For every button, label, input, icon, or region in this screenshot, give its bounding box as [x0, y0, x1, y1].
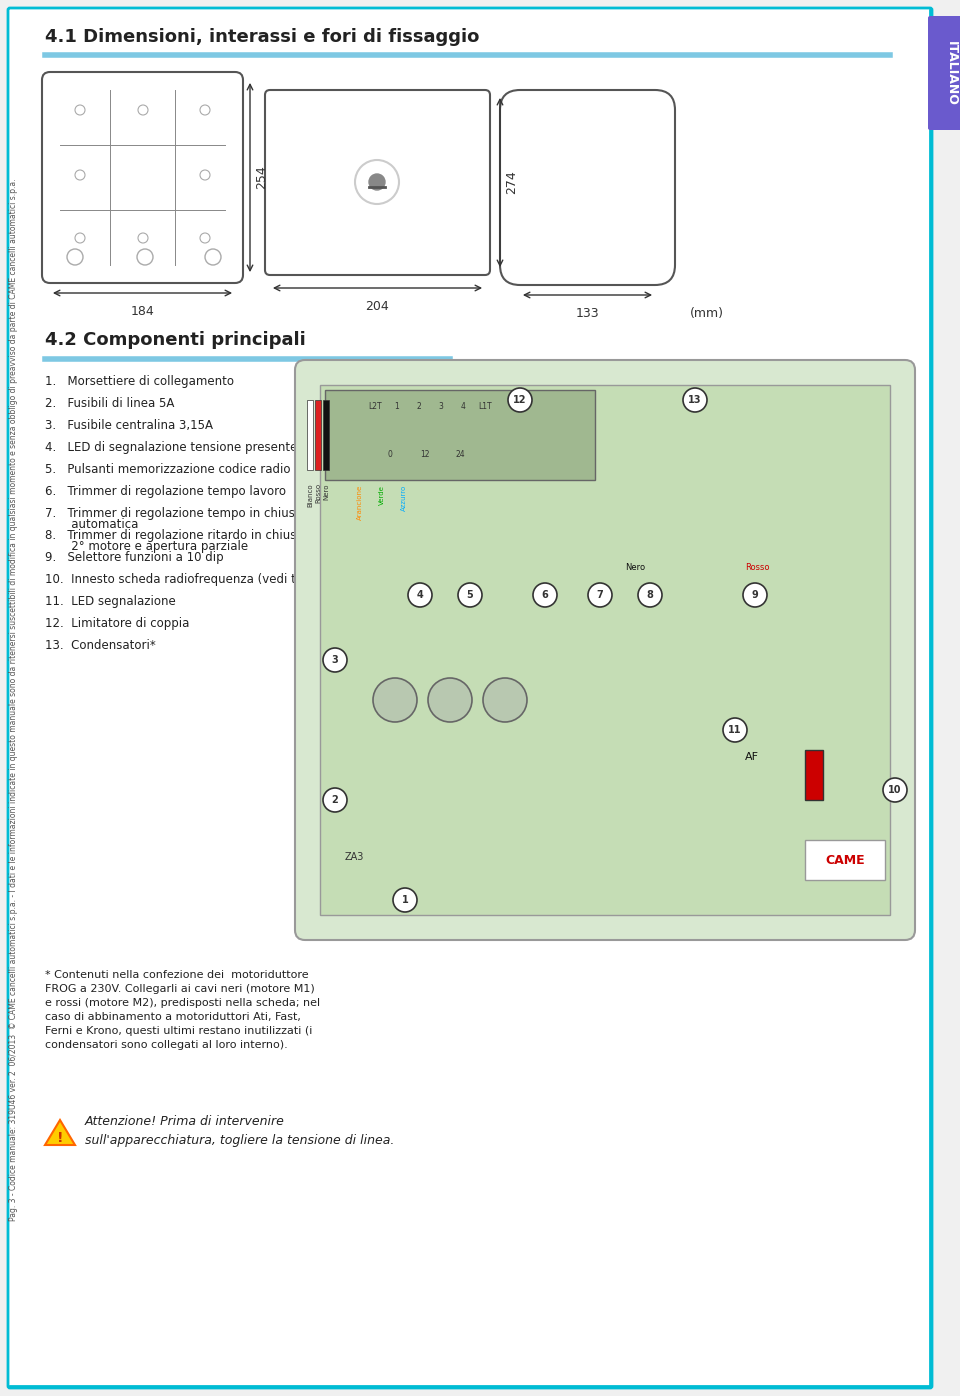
- Text: 1.   Morsettiere di collegamento: 1. Morsettiere di collegamento: [45, 376, 234, 388]
- Text: Pag. 3 - Codice manuale: 319U46 ver. 2  06/2013  © CAME cancelli automatici s.p.: Pag. 3 - Codice manuale: 319U46 ver. 2 0…: [10, 179, 18, 1222]
- Text: 6.   Trimmer di regolazione tempo lavoro: 6. Trimmer di regolazione tempo lavoro: [45, 484, 286, 498]
- Circle shape: [533, 584, 557, 607]
- Circle shape: [408, 584, 432, 607]
- Text: Attenzione! Prima di intervenire
sull'apparecchiatura, togliere la tensione di l: Attenzione! Prima di intervenire sull'ap…: [85, 1115, 395, 1148]
- Circle shape: [323, 648, 347, 671]
- Circle shape: [743, 584, 767, 607]
- Bar: [323, 401, 329, 470]
- Text: 10.  Innesto scheda radiofrequenza (vedi tabella): 10. Innesto scheda radiofrequenza (vedi …: [45, 572, 337, 586]
- Text: 3: 3: [439, 402, 444, 410]
- Text: Rosso: Rosso: [745, 563, 770, 572]
- Text: 8.   Trimmer di regolazione ritardo in chiusura: 8. Trimmer di regolazione ritardo in chi…: [45, 529, 316, 542]
- Text: 11.  LED segnalazione: 11. LED segnalazione: [45, 595, 176, 609]
- Text: Rosso: Rosso: [315, 483, 321, 503]
- Text: 4.1 Dimensioni, interassi e fori di fissaggio: 4.1 Dimensioni, interassi e fori di fiss…: [45, 28, 479, 46]
- Circle shape: [393, 888, 417, 912]
- Bar: [307, 401, 313, 470]
- Text: (mm): (mm): [690, 307, 724, 320]
- Bar: [805, 840, 885, 879]
- Text: Nero: Nero: [625, 563, 645, 572]
- Text: 1: 1: [395, 402, 399, 410]
- Text: * Contenuti nella confezione dei  motoriduttore
FROG a 230V. Collegarli ai cavi : * Contenuti nella confezione dei motorid…: [45, 970, 320, 1050]
- Text: 12.  Limitatore di coppia: 12. Limitatore di coppia: [45, 617, 189, 630]
- Text: 12: 12: [420, 450, 430, 459]
- Text: 254: 254: [255, 166, 268, 190]
- Bar: [320, 385, 890, 914]
- Text: AF: AF: [745, 752, 759, 762]
- Text: L2T: L2T: [369, 402, 382, 410]
- Circle shape: [723, 718, 747, 743]
- Text: 6: 6: [541, 591, 548, 600]
- Text: L1T: L1T: [478, 402, 492, 410]
- Text: 9.   Selettore funzioni a 10 dip: 9. Selettore funzioni a 10 dip: [45, 551, 224, 564]
- Bar: [315, 401, 321, 470]
- Text: 7: 7: [596, 591, 604, 600]
- Text: Arancione: Arancione: [357, 484, 363, 521]
- Text: 2: 2: [417, 402, 421, 410]
- Text: 4.   LED di segnalazione tensione presente 24V: 4. LED di segnalazione tensione presente…: [45, 441, 324, 454]
- Circle shape: [638, 584, 662, 607]
- Text: 13: 13: [688, 395, 702, 405]
- Text: 204: 204: [366, 300, 390, 313]
- Bar: [805, 750, 823, 800]
- Text: 13.  Condensatori*: 13. Condensatori*: [45, 639, 156, 652]
- Text: CAME: CAME: [826, 853, 865, 867]
- Text: 5.   Pulsanti memorizzazione codice radio: 5. Pulsanti memorizzazione codice radio: [45, 463, 291, 476]
- Text: 7.   Trimmer di regolazione tempo in chiusura: 7. Trimmer di regolazione tempo in chius…: [45, 507, 315, 519]
- Circle shape: [683, 388, 707, 412]
- Circle shape: [588, 584, 612, 607]
- Bar: [325, 389, 595, 480]
- Text: 11: 11: [729, 725, 742, 736]
- Text: Azzurro: Azzurro: [401, 484, 407, 511]
- Circle shape: [323, 787, 347, 812]
- Text: 2.   Fusibili di linea 5A: 2. Fusibili di linea 5A: [45, 396, 175, 410]
- Text: Bianco: Bianco: [307, 483, 313, 507]
- Text: ITALIANO: ITALIANO: [945, 40, 957, 106]
- Circle shape: [483, 678, 527, 722]
- FancyBboxPatch shape: [265, 89, 490, 275]
- Text: 274: 274: [505, 170, 518, 194]
- Text: Nero: Nero: [323, 483, 329, 500]
- Text: 4: 4: [461, 402, 466, 410]
- Text: 133: 133: [576, 307, 599, 320]
- Text: 10: 10: [888, 785, 901, 794]
- Circle shape: [369, 174, 385, 190]
- Text: 4.2 Componenti principali: 4.2 Componenti principali: [45, 331, 305, 349]
- Text: automatica: automatica: [45, 518, 138, 530]
- Text: ZA3: ZA3: [345, 852, 365, 861]
- Text: 8: 8: [647, 591, 654, 600]
- Circle shape: [508, 388, 532, 412]
- Polygon shape: [45, 1120, 75, 1145]
- Text: 12: 12: [514, 395, 527, 405]
- Text: 9: 9: [752, 591, 758, 600]
- FancyBboxPatch shape: [295, 360, 915, 940]
- Circle shape: [883, 778, 907, 801]
- Circle shape: [428, 678, 472, 722]
- Text: 2: 2: [331, 794, 338, 805]
- Text: 3.   Fusibile centralina 3,15A: 3. Fusibile centralina 3,15A: [45, 419, 213, 431]
- Text: 184: 184: [131, 304, 155, 318]
- Text: !: !: [57, 1131, 63, 1145]
- Circle shape: [373, 678, 417, 722]
- FancyBboxPatch shape: [42, 73, 243, 283]
- FancyBboxPatch shape: [500, 89, 675, 285]
- Circle shape: [458, 584, 482, 607]
- Text: 1: 1: [401, 895, 408, 905]
- Text: 5: 5: [467, 591, 473, 600]
- Text: 2° motore e apertura parziale: 2° motore e apertura parziale: [45, 540, 248, 553]
- FancyBboxPatch shape: [928, 15, 960, 130]
- Text: 3: 3: [331, 655, 338, 664]
- FancyBboxPatch shape: [8, 8, 932, 1388]
- Text: 24: 24: [455, 450, 465, 459]
- Text: 0: 0: [388, 450, 393, 459]
- Text: Verde: Verde: [379, 484, 385, 505]
- Text: 4: 4: [417, 591, 423, 600]
